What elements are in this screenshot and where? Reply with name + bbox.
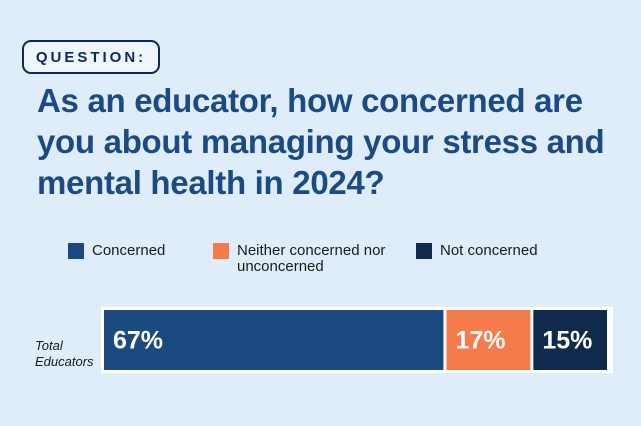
bar-segment: [446, 310, 531, 370]
chart-title: As an educator, how concerned are you ab…: [37, 82, 605, 201]
category-label: Total Educators: [35, 338, 94, 369]
legend-swatch: [213, 243, 229, 259]
legend-item: Concerned: [68, 243, 222, 259]
legend-label: Concerned: [92, 242, 166, 259]
legend-label: Neither concerned nor unconcerned: [237, 242, 386, 275]
legend-swatch: [68, 243, 84, 259]
value-label: 15%: [542, 327, 592, 355]
bar-chart: 67% 17% 15%: [101, 307, 613, 373]
question-badge: QUESTION:: [22, 40, 160, 74]
legend-label: Not concerned: [440, 242, 538, 259]
bar-segment: [533, 310, 607, 370]
value-label: 17%: [455, 327, 505, 355]
legend-item: Neither concerned nor unconcerned: [213, 243, 407, 275]
legend-swatch: [416, 243, 432, 259]
legend-item: Not concerned: [416, 243, 640, 259]
bar-segment: [104, 310, 444, 370]
value-label: 67%: [113, 327, 163, 355]
